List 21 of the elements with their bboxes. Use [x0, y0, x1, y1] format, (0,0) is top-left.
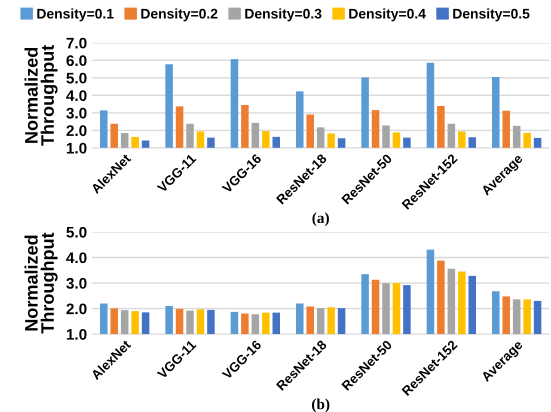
legend-label: Density=0.5 [453, 8, 530, 22]
y-axis-title: Normalized Throughput [24, 232, 58, 334]
y-tick-label: 6.0 [66, 55, 87, 66]
y-tick-label: 1.0 [66, 329, 87, 340]
y-tick-label: 7.0 [66, 38, 87, 49]
legend-label: Density=0.3 [245, 8, 322, 22]
y-tick-label: 3.0 [66, 108, 87, 119]
y-tick-label: 2.0 [66, 303, 87, 314]
y-tick-label: 5.0 [66, 72, 87, 84]
x-axis-title: (a) [312, 212, 329, 226]
y-tick-label: 2.0 [66, 125, 87, 136]
y-tick-label: 3.0 [66, 278, 87, 289]
legend-label: Density=0.2 [141, 8, 218, 22]
y-tick-label: 5.0 [66, 226, 87, 238]
x-axis-title: (b) [312, 398, 330, 412]
y-axis-title: Normalized Throughput [24, 44, 58, 146]
legend-label: Density=0.4 [349, 8, 426, 22]
y-tick-label: 1.0 [66, 142, 87, 154]
y-tick-label: 4.0 [66, 90, 87, 102]
legend-label: Density=0.1 [37, 8, 114, 22]
y-tick-label: 4.0 [66, 252, 87, 264]
